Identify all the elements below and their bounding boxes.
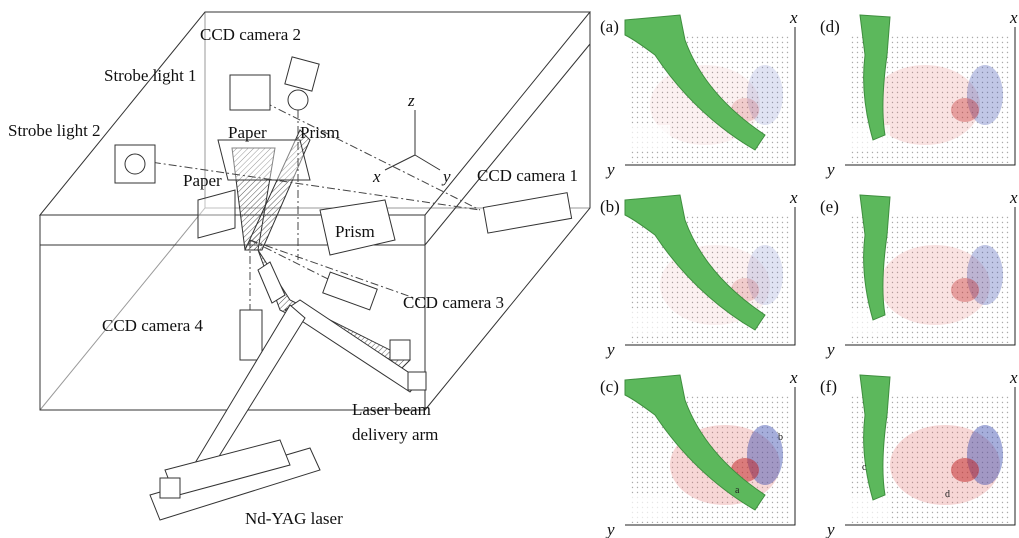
y-axis-label: y: [825, 160, 835, 179]
vorticity: [951, 98, 979, 122]
annotation: b: [778, 432, 783, 443]
y-axis-label: y: [825, 520, 835, 538]
label: CCD camera 1: [477, 166, 578, 185]
panel: (a) x y: [600, 8, 798, 179]
panel-label: (b): [600, 197, 620, 216]
result-panels: (a) x y (b) x y (c) x y b a (d) x y (e) x y (f) x y c d: [600, 8, 1018, 538]
panel-label: (f): [820, 377, 837, 396]
blank-region: [630, 495, 670, 520]
label: Prism: [335, 222, 375, 241]
panel-label: (a): [600, 17, 619, 36]
ccd-camera-4: [240, 310, 262, 360]
panel-label: (c): [600, 377, 619, 396]
label: CCD camera 4: [102, 316, 204, 335]
panel-label: (e): [820, 197, 839, 216]
label: CCD camera 3: [403, 293, 504, 312]
setup-diagram: CCD camera 2 Strobe light 1 Strobe light…: [8, 12, 590, 528]
x-axis-label: x: [789, 8, 798, 27]
axis-label: x: [372, 167, 381, 186]
ccd-camera-2: [285, 57, 319, 91]
label: Paper: [228, 123, 267, 142]
x-axis-label: x: [1009, 188, 1018, 207]
annotation: d: [945, 489, 950, 500]
label: Prism: [300, 123, 340, 142]
vorticity: [951, 458, 979, 482]
label: CCD camera 2: [200, 25, 301, 44]
figure: CCD camera 2 Strobe light 1 Strobe light…: [0, 0, 1019, 538]
blank-region: [850, 495, 890, 520]
x-axis-label: x: [789, 188, 798, 207]
label: Nd-YAG laser: [245, 509, 343, 528]
annotation: c: [862, 462, 867, 473]
label: delivery arm: [352, 425, 438, 444]
label: Strobe light 2: [8, 121, 101, 140]
panel: (d) x y: [820, 8, 1018, 179]
ccd-camera-1: [483, 193, 571, 233]
blank-region: [630, 125, 670, 150]
panel: (c) x y b a: [600, 368, 798, 538]
annotation: a: [735, 485, 740, 496]
coordinate-axes: [385, 110, 440, 170]
panel: (e) x y: [820, 188, 1018, 359]
strobe-light-1: [230, 75, 270, 110]
panel: (f) x y c d: [820, 368, 1018, 538]
paper: [218, 140, 310, 180]
paper: [198, 190, 235, 238]
y-axis-label: y: [605, 160, 615, 179]
x-axis-label: x: [789, 368, 798, 387]
mirror: [258, 262, 285, 303]
panel-label: (d): [820, 17, 840, 36]
blank-region: [630, 310, 670, 335]
label: Laser beam: [352, 400, 431, 419]
y-axis-label: y: [825, 340, 835, 359]
x-axis-label: x: [1009, 8, 1018, 27]
label: Strobe light 1: [104, 66, 197, 85]
y-axis-label: y: [605, 340, 615, 359]
axis-label: z: [407, 91, 415, 110]
x-axis-label: x: [1009, 368, 1018, 387]
vorticity: [951, 278, 979, 302]
axis-label: y: [441, 167, 451, 186]
y-axis-label: y: [605, 520, 615, 538]
ccd-camera-3: [323, 272, 378, 310]
label: Paper: [183, 171, 222, 190]
panel: (b) x y: [600, 188, 798, 359]
